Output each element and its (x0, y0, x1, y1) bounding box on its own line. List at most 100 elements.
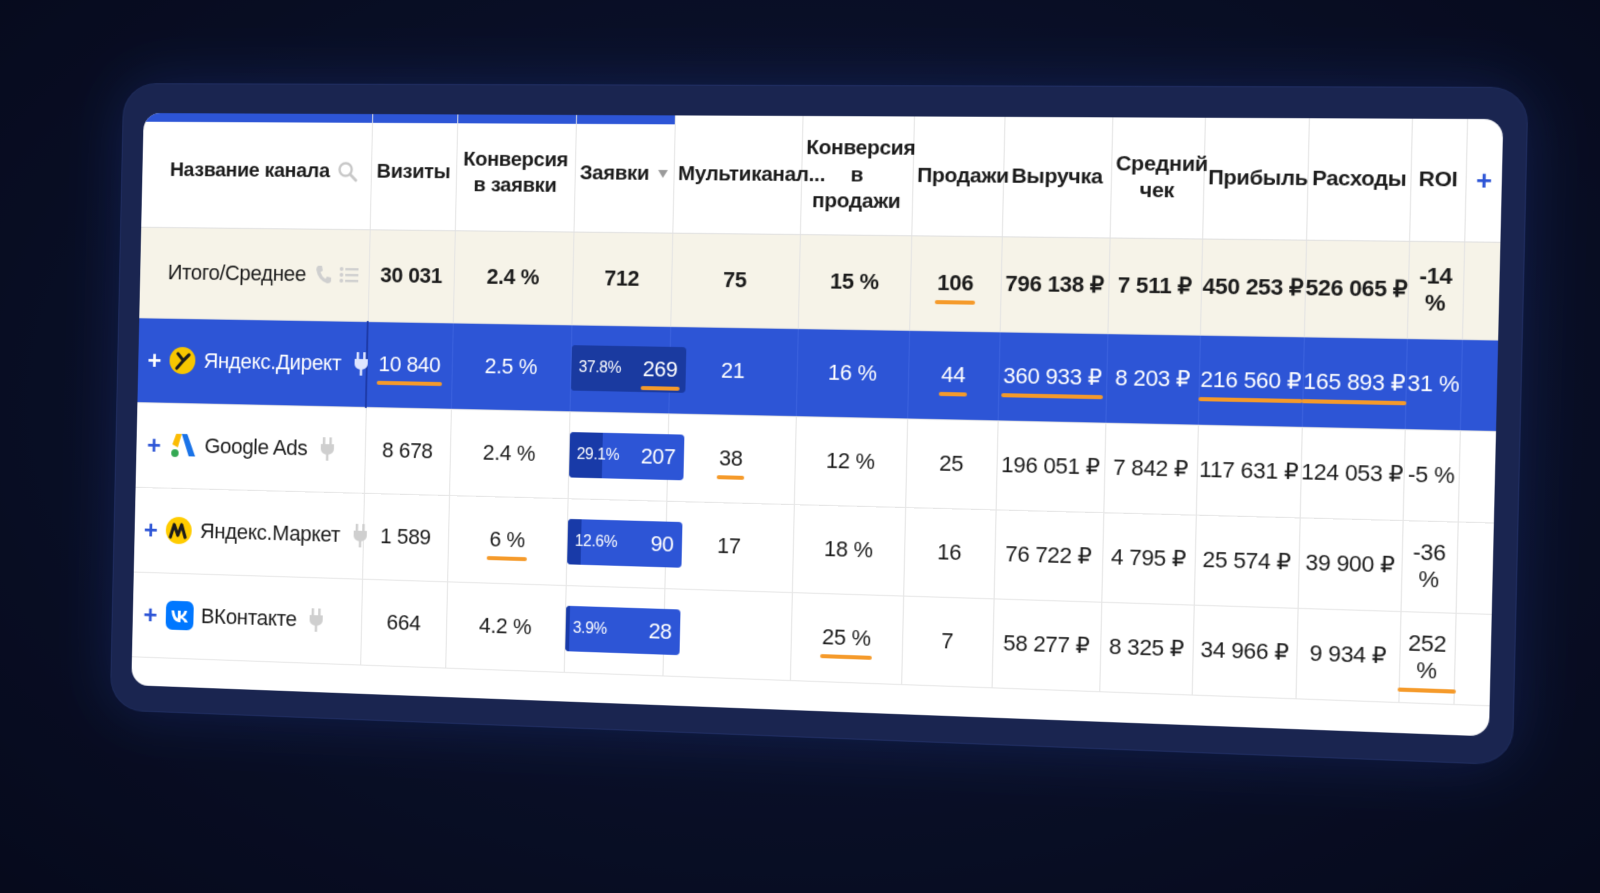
roi-cell: -5 % (1403, 429, 1460, 521)
sales-cell: 44 (907, 330, 999, 420)
total-sales-value: 106 (937, 270, 974, 297)
roi-cell: 31 % (1405, 338, 1462, 430)
profit-cell: 216 560 ₽ (1198, 335, 1304, 427)
profit-cell: 25 574 ₽ (1194, 515, 1300, 608)
column-header-revenue[interactable]: Выручка (1002, 117, 1113, 238)
channels-table-card: Название канала Визиты Конверсия в заявк… (131, 113, 1503, 736)
total-avg-check: 7 511 ₽ (1107, 237, 1202, 334)
conv-sales-cell: 12 % (794, 416, 907, 507)
visits-cell: 1 589 (362, 493, 449, 582)
column-header-roi[interactable]: ROI (1409, 119, 1467, 242)
column-header-multichannel[interactable]: Мультиканал... (672, 115, 802, 234)
row-spacer (1460, 339, 1498, 431)
avg-check-cell: 8 325 ₽ (1099, 602, 1193, 695)
channel-name[interactable]: Яндекс.Маркет (200, 519, 341, 548)
revenue-cell: 58 277 ₽ (992, 598, 1102, 691)
leads-value: 207 (641, 444, 676, 471)
expand-row-button[interactable]: + (147, 345, 161, 375)
channel-name[interactable]: Яндекс.Директ (203, 348, 341, 376)
channels-table: Название канала Визиты Конверсия в заявк… (132, 113, 1503, 706)
leads-share-bar: 29.1% 207 (569, 432, 684, 480)
leads-value: 90 (650, 531, 674, 557)
avg-check-cell: 4 795 ₽ (1101, 512, 1196, 604)
expand-row-button[interactable]: + (144, 515, 158, 545)
channel-name[interactable]: ВКонтакте (201, 604, 297, 632)
column-header-conv-leads[interactable]: Конверсия в заявки (455, 114, 576, 231)
plug-icon[interactable] (351, 523, 368, 549)
avg-check-cell: 8 203 ₽ (1105, 333, 1200, 425)
phone-icon[interactable] (314, 264, 333, 286)
plug-icon[interactable] (352, 351, 369, 377)
column-header-leads[interactable]: Заявки (574, 115, 675, 233)
column-header-visits[interactable]: Визиты (370, 114, 458, 230)
conv-leads-cell: 4.2 % (445, 581, 565, 672)
expenses-cell: 9 934 ₽ (1295, 608, 1400, 702)
leads-share-bar: 12.6% 90 (567, 519, 682, 568)
total-roi: -14 % (1407, 241, 1464, 339)
leads-cell: 29.1% 207 (568, 411, 669, 500)
leads-value: 269 (642, 356, 677, 382)
column-header-sales[interactable]: Продажи (911, 116, 1004, 236)
total-leads: 712 (571, 232, 672, 326)
expand-row-button[interactable]: + (145, 430, 162, 460)
revenue-value: 360 933 ₽ (1003, 363, 1102, 391)
row-spacer (1458, 430, 1496, 522)
revenue-cell: 76 722 ₽ (994, 509, 1104, 601)
search-icon[interactable] (337, 160, 358, 182)
column-header-leads-label: Заявки (580, 160, 650, 187)
avg-check-cell: 7 842 ₽ (1103, 423, 1198, 515)
leads-share-fill (565, 606, 570, 652)
multichannel-cell: 17 (664, 501, 793, 592)
conv-sales-value: 25 % (822, 624, 871, 652)
expenses-cell: 165 893 ₽ (1302, 336, 1407, 429)
visits-value: 10 840 (378, 352, 440, 379)
profit-value: 216 560 ₽ (1200, 366, 1301, 395)
total-expenses: 526 065 ₽ (1304, 240, 1409, 338)
column-header-expenses[interactable]: Расходы (1306, 118, 1412, 241)
leads-cell: 3.9% 28 (564, 585, 665, 675)
row-spacer (1453, 613, 1491, 706)
vk-icon (166, 601, 194, 631)
column-header-profit[interactable]: Прибыль (1202, 118, 1309, 240)
total-label-cell: Итого/Среднее (139, 227, 369, 321)
expand-row-button[interactable]: + (142, 599, 159, 629)
column-header-avg-check[interactable]: Средний чек (1110, 117, 1205, 238)
channel-name-cell: + ВКонтакте (132, 572, 362, 665)
channel-name-cell: + Google Ads (136, 402, 366, 493)
leads-value: 28 (648, 618, 672, 645)
conv-sales-cell: 16 % (796, 328, 909, 418)
row-spacer (1456, 521, 1494, 613)
yandex-direct-icon (168, 346, 196, 375)
total-label: Итого/Среднее (168, 260, 307, 287)
leads-share-percent: 12.6% (575, 533, 618, 552)
total-conv-sales: 15 % (798, 234, 911, 330)
leads-cell: 12.6% 90 (566, 498, 667, 588)
multichannel-cell: 21 (668, 326, 797, 416)
total-sales: 106 (909, 235, 1002, 331)
plug-icon[interactable] (308, 607, 325, 633)
profit-cell: 34 966 ₽ (1192, 605, 1298, 699)
multichannel-cell: 38 (666, 413, 795, 504)
leads-share-percent: 29.1% (577, 446, 620, 465)
conv-sales-cell: 25 % (790, 592, 903, 684)
add-column-button[interactable]: + (1464, 119, 1503, 242)
leads-share-percent: 3.9% (573, 620, 607, 639)
multichannel-value: 38 (719, 445, 743, 471)
conv-leads-cell: 2.4 % (449, 409, 570, 498)
sales-cell: 16 (903, 507, 995, 598)
total-conv-leads: 2.4 % (453, 230, 574, 324)
profit-cell: 117 631 ₽ (1196, 425, 1302, 518)
sort-down-icon[interactable] (657, 169, 669, 179)
visits-cell: 664 (360, 579, 447, 668)
list-icon[interactable] (338, 264, 359, 286)
total-profit: 450 253 ₽ (1200, 239, 1306, 337)
plug-icon[interactable] (318, 436, 335, 462)
column-header-name[interactable]: Название канала (141, 113, 372, 229)
visits-cell: 10 840 (366, 321, 453, 409)
sales-cell: 7 (901, 596, 993, 688)
conv-leads-value: 6 % (489, 527, 525, 554)
channel-name[interactable]: Google Ads (204, 434, 307, 462)
leads-cell: 37.8% 269 (570, 324, 671, 413)
leads-share-percent: 37.8% (578, 359, 621, 378)
total-revenue: 796 138 ₽ (1000, 236, 1110, 333)
